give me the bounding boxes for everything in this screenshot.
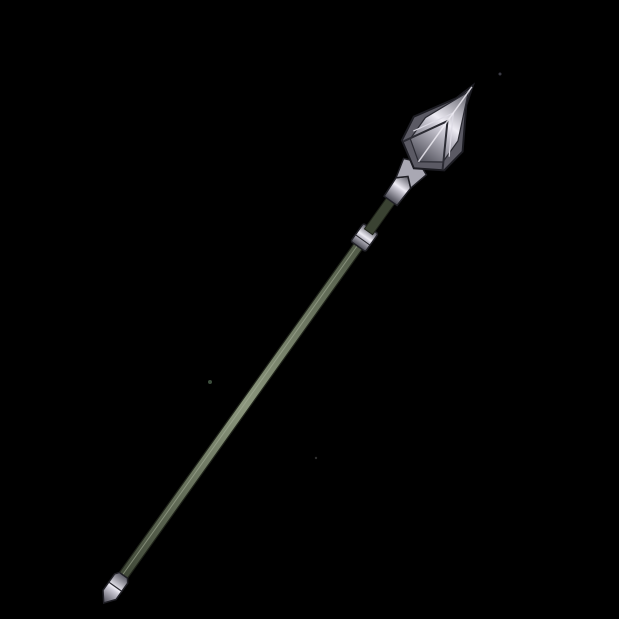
spear-head [400, 82, 476, 172]
speck [498, 72, 502, 76]
speck [208, 380, 212, 384]
spear-butt-cap [102, 571, 129, 605]
speck [314, 456, 318, 460]
